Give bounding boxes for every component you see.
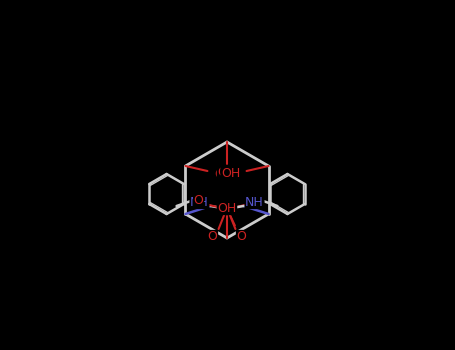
Text: OH: OH bbox=[217, 166, 237, 178]
Text: OH: OH bbox=[214, 168, 233, 181]
Text: NH: NH bbox=[190, 196, 209, 209]
Text: O: O bbox=[251, 195, 260, 208]
Text: O: O bbox=[207, 231, 217, 244]
Text: OH: OH bbox=[217, 202, 237, 215]
Text: OH: OH bbox=[221, 168, 240, 181]
Text: O: O bbox=[237, 231, 246, 244]
Text: NH: NH bbox=[245, 196, 264, 209]
Text: O: O bbox=[194, 195, 203, 208]
